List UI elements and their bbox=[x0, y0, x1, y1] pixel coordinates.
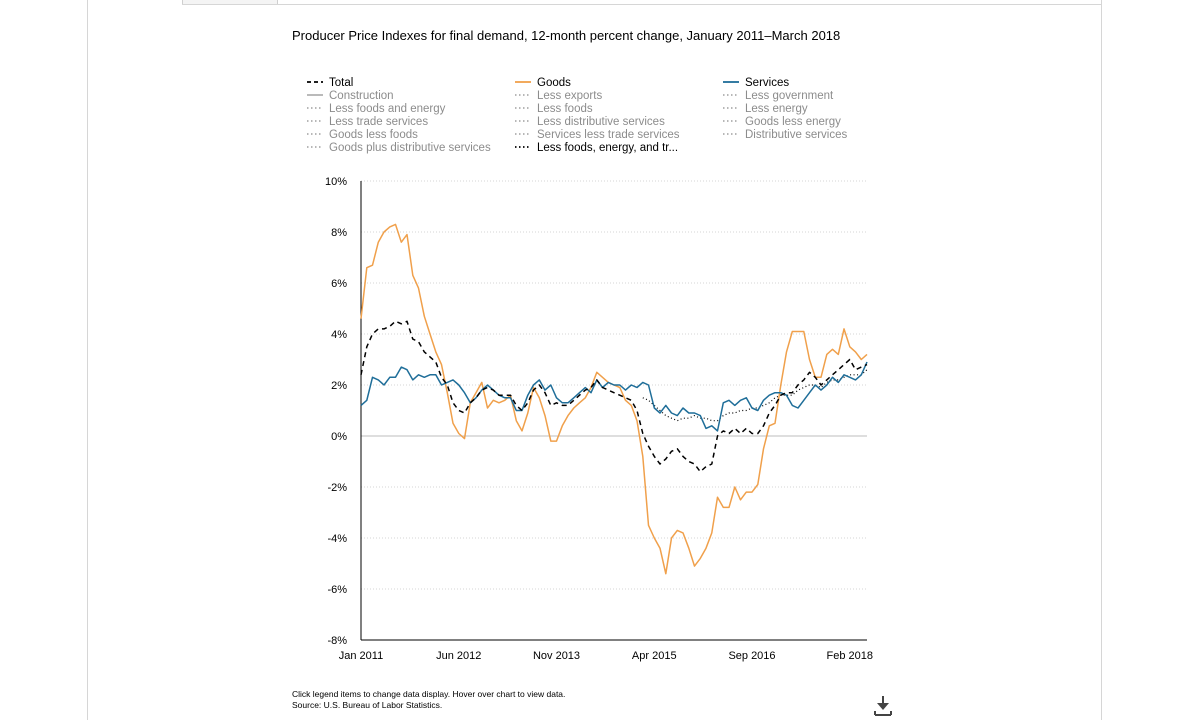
footnote-source: Source: U.S. Bureau of Labor Statistics. bbox=[292, 700, 443, 710]
legend-item[interactable]: Less foods and energy bbox=[307, 103, 445, 116]
legend-label: Total bbox=[329, 77, 354, 89]
download-button[interactable] bbox=[873, 695, 893, 717]
y-tick-label: 8% bbox=[331, 227, 347, 239]
y-tick-label: 10% bbox=[325, 176, 347, 188]
legend-label: Less foods, energy, and tr... bbox=[537, 142, 679, 154]
legend-swatch bbox=[515, 107, 531, 109]
legend-swatch bbox=[723, 120, 739, 122]
legend-swatch bbox=[307, 94, 323, 96]
line-chart[interactable]: -8% -6% -4% -2% 0% 2% 4% 6% 8% 10% Jan 2011 Jun 201… bbox=[300, 165, 900, 675]
legend-swatch bbox=[307, 133, 323, 135]
legend-item[interactable]: Goods plus distributive services bbox=[307, 142, 491, 155]
x-tick-label: Jun 2012 bbox=[436, 650, 481, 662]
y-tick-label: 0% bbox=[331, 431, 347, 443]
x-tick-label: Jan 2011 bbox=[339, 650, 383, 662]
legend-label: Less exports bbox=[537, 90, 603, 102]
y-tick-label: -6% bbox=[327, 584, 347, 596]
series-line[interactable] bbox=[360, 320, 868, 473]
legend-swatch bbox=[723, 94, 739, 96]
legend-item[interactable]: Less foods bbox=[515, 103, 593, 116]
legend-label: Less foods and energy bbox=[329, 103, 446, 115]
legend-label: Less distributive services bbox=[537, 116, 665, 128]
legend-label: Construction bbox=[329, 90, 394, 102]
y-tick-label: -4% bbox=[327, 533, 347, 545]
footnote-instructions: Click legend items to change data displa… bbox=[292, 689, 566, 699]
legend-swatch bbox=[515, 81, 531, 83]
legend-swatch bbox=[515, 94, 531, 96]
legend-swatch bbox=[307, 81, 323, 83]
legend-label: Less foods bbox=[537, 103, 593, 115]
chart-legend: Total Construction Less foods and energy Le… bbox=[307, 77, 887, 159]
series-line[interactable] bbox=[360, 361, 868, 432]
x-tick-label: Sep 2016 bbox=[728, 650, 775, 662]
y-tick-label: 6% bbox=[331, 278, 347, 290]
legend-item[interactable]: Less exports bbox=[515, 90, 602, 103]
legend-label: Distributive services bbox=[745, 129, 848, 141]
legend-item[interactable]: Goods less energy bbox=[723, 116, 841, 129]
chart-title: Producer Price Indexes for final demand,… bbox=[292, 28, 841, 43]
legend-label: Goods less foods bbox=[329, 129, 418, 141]
legend-item[interactable]: Services bbox=[723, 77, 789, 90]
legend-swatch bbox=[515, 146, 531, 148]
legend-item[interactable]: Less government bbox=[723, 90, 833, 103]
download-icon bbox=[874, 696, 892, 716]
legend-label: Goods bbox=[537, 77, 571, 89]
legend-item[interactable]: Less foods, energy, and tr... bbox=[515, 142, 678, 155]
y-tick-label: -2% bbox=[327, 482, 347, 494]
legend-label: Goods plus distributive services bbox=[329, 142, 491, 154]
x-tick-label: Nov 2013 bbox=[533, 650, 580, 662]
legend-label: Less energy bbox=[745, 103, 808, 115]
legend-item[interactable]: Goods bbox=[515, 77, 571, 90]
legend-swatch bbox=[307, 107, 323, 109]
x-tick-label: Apr 2015 bbox=[632, 650, 677, 662]
legend-label: Goods less energy bbox=[745, 116, 841, 128]
legend-item[interactable]: Construction bbox=[307, 90, 394, 103]
y-tick-label: -8% bbox=[327, 635, 347, 647]
legend-swatch bbox=[307, 120, 323, 122]
legend-item[interactable]: Services less trade services bbox=[515, 129, 680, 142]
frame-right-border bbox=[1101, 0, 1102, 720]
legend-swatch bbox=[723, 133, 739, 135]
legend-swatch bbox=[515, 120, 531, 122]
legend-label: Less government bbox=[745, 90, 834, 102]
legend-label: Services less trade services bbox=[537, 129, 680, 141]
legend-item[interactable]: Total bbox=[307, 77, 353, 90]
series-line[interactable] bbox=[360, 223, 868, 575]
y-tick-label: 2% bbox=[331, 380, 347, 392]
frame-left-border bbox=[87, 0, 88, 720]
legend-item[interactable]: Less distributive services bbox=[515, 116, 665, 129]
frame-top-border bbox=[182, 4, 1102, 5]
legend-label: Less trade services bbox=[329, 116, 429, 128]
y-tick-label: 4% bbox=[331, 329, 347, 341]
x-tick-label: Feb 2018 bbox=[827, 650, 873, 662]
legend-item[interactable]: Distributive services bbox=[723, 129, 847, 142]
legend-item[interactable]: Less energy bbox=[723, 103, 808, 116]
legend-swatch bbox=[723, 107, 739, 109]
footnote: Click legend items to change data displa… bbox=[292, 689, 565, 711]
legend-swatch bbox=[723, 81, 739, 83]
legend-label: Services bbox=[745, 77, 790, 89]
legend-swatch bbox=[307, 146, 323, 148]
legend-item[interactable]: Goods less foods bbox=[307, 129, 418, 142]
legend-swatch bbox=[515, 133, 531, 135]
legend-item[interactable]: Less trade services bbox=[307, 116, 428, 129]
